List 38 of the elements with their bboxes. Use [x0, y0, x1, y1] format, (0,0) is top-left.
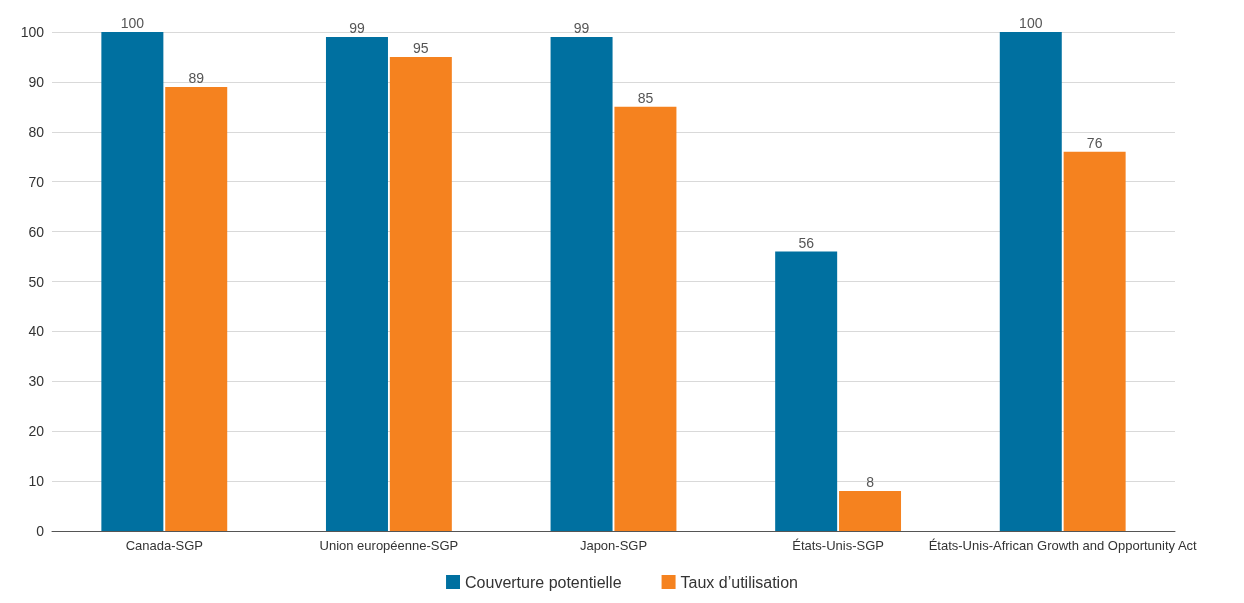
bar: [1063, 151, 1126, 531]
legend-label: Couverture potentielle: [465, 573, 622, 591]
data-label: 76: [1086, 134, 1103, 151]
bar: [165, 86, 228, 531]
y-tick-label: 20: [28, 423, 45, 440]
bar: [550, 36, 613, 531]
legend-label: Taux d’utilisation: [680, 573, 798, 591]
bar: [839, 491, 902, 531]
data-label: 8: [866, 474, 875, 491]
y-tick-label: 0: [36, 523, 45, 539]
data-label: 99: [349, 19, 365, 36]
x-tick-label: États-Unis-African Growth and Opportunity Act: [928, 538, 1198, 553]
data-label: 89: [188, 69, 205, 86]
data-label: 56: [798, 234, 815, 251]
y-tick-label: 60: [28, 223, 45, 240]
bar: [775, 251, 838, 531]
y-tick-label: 70: [28, 173, 45, 190]
y-tick-label: 10: [28, 473, 45, 490]
y-tick-label: 50: [28, 273, 45, 290]
y-tick-label: 90: [28, 73, 45, 90]
y-tick-label: 100: [20, 24, 45, 40]
bar: [101, 32, 164, 531]
data-label: 95: [413, 39, 429, 56]
data-label: 99: [573, 19, 590, 36]
bar: [325, 36, 388, 531]
bar: [614, 106, 677, 531]
data-label: 85: [637, 89, 654, 106]
bar: [389, 56, 452, 531]
x-tick-label: Union européenne-SGP: [319, 538, 459, 553]
y-tick-label: 40: [28, 323, 45, 340]
data-label: 100: [120, 15, 145, 31]
x-tick-label: Japon-SGP: [579, 538, 648, 553]
x-tick-label: Canada-SGP: [125, 538, 203, 553]
data-label: 100: [1019, 15, 1043, 31]
y-tick-label: 80: [28, 123, 45, 140]
x-tick-label: États-Unis-SGP: [792, 538, 884, 553]
bar: [999, 32, 1062, 531]
y-tick-label: 30: [28, 373, 45, 390]
